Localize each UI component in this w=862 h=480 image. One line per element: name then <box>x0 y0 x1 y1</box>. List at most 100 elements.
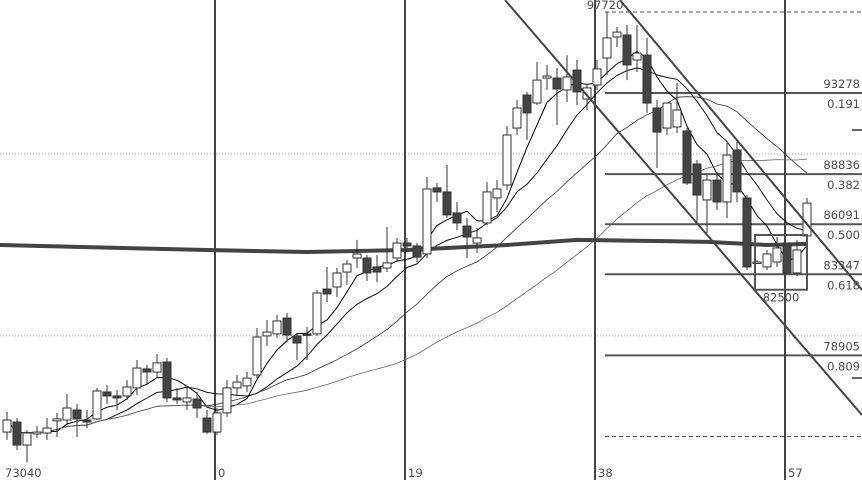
candle-down <box>552 68 562 125</box>
candle-body <box>292 335 302 344</box>
candle-up <box>232 374 242 396</box>
candle-body <box>572 69 582 93</box>
candle-body <box>582 87 592 100</box>
candle-body <box>442 191 452 216</box>
fib-ratio-label: 0.191 <box>827 97 860 111</box>
low-price-label: 73040 <box>5 466 42 480</box>
candle-body <box>132 367 142 389</box>
candle-body <box>702 179 712 201</box>
candle-body <box>182 397 192 403</box>
candle-body <box>432 187 442 193</box>
candle-up <box>562 55 572 102</box>
candle-body <box>92 390 102 420</box>
candle-down <box>192 391 202 419</box>
candle-down <box>282 312 292 342</box>
candle-down <box>442 164 452 219</box>
candle-up <box>92 387 102 421</box>
moving-averages <box>0 50 808 434</box>
candle-body <box>62 407 72 421</box>
candle-up <box>722 143 732 219</box>
candle-body <box>482 191 492 224</box>
candle-down <box>732 141 742 202</box>
candle-body <box>452 212 462 224</box>
candle-body <box>502 134 512 186</box>
candle-up <box>582 84 592 110</box>
candle-body <box>722 154 732 203</box>
candle-down <box>412 243 422 262</box>
candle-up <box>62 393 72 425</box>
candle-up <box>242 372 252 392</box>
candle-down <box>362 255 372 281</box>
range-box <box>754 233 808 291</box>
candle-up <box>222 380 232 417</box>
candle-up <box>422 176 432 258</box>
candle-down <box>452 201 462 231</box>
candle-down <box>292 332 302 360</box>
candle-down <box>112 389 122 410</box>
candle-body <box>122 386 132 397</box>
candle-down <box>622 24 632 81</box>
candle-body <box>392 242 402 259</box>
candle-body <box>462 225 472 238</box>
candle-up <box>592 59 602 90</box>
candle-down <box>12 418 22 450</box>
fib-price-label: 93278 <box>823 77 860 91</box>
candle-body <box>372 266 382 273</box>
candle-up <box>632 24 642 73</box>
candle-up <box>612 26 622 48</box>
candle-down <box>742 195 752 271</box>
high-price-label: 97720 <box>587 0 624 12</box>
candle-body <box>782 243 792 274</box>
candle-body <box>742 197 752 268</box>
candle-body <box>732 149 742 193</box>
candle-up <box>542 64 552 90</box>
candle-up <box>772 237 782 267</box>
fib-price-label: 86091 <box>823 208 860 222</box>
candle-down <box>202 409 212 434</box>
candle-body <box>192 398 202 409</box>
candle-body <box>42 427 52 434</box>
candle-up <box>312 289 322 336</box>
candle-body <box>512 107 522 129</box>
candle-body <box>612 31 622 38</box>
fibonacci-levels <box>605 11 862 437</box>
candle-body <box>332 272 342 288</box>
candle-down <box>712 172 722 210</box>
candle-body <box>712 179 722 203</box>
fib-ratio-label: 0.809 <box>827 359 860 373</box>
candle-body <box>52 418 62 422</box>
candle-up <box>802 197 812 237</box>
vertical-markers <box>214 0 786 480</box>
candle-up <box>762 249 772 271</box>
labels: 93278 0.191 88836 0.382 86091 0.500 83347 0.618… <box>5 0 860 480</box>
channel-trend-line <box>619 0 862 291</box>
candle-body <box>552 77 562 90</box>
candle-body <box>2 419 12 433</box>
candle-down <box>172 387 182 404</box>
candle-up <box>2 412 12 440</box>
candle-body <box>672 109 682 128</box>
candle-up <box>382 226 392 273</box>
candle-up <box>502 126 512 190</box>
candle-down <box>522 91 532 140</box>
candle-body <box>342 263 352 273</box>
candle-up <box>392 237 402 262</box>
candle-up <box>32 426 42 438</box>
candle-body <box>542 75 552 79</box>
candle-body <box>32 431 42 435</box>
candle-body <box>352 253 362 259</box>
candle-body <box>592 68 602 86</box>
candle-body <box>262 331 272 337</box>
candle-down <box>162 357 172 402</box>
candle-down <box>642 37 652 113</box>
candle-body <box>152 362 162 373</box>
candle-up <box>52 412 62 437</box>
candle-body <box>112 395 122 399</box>
fib-price-label: 83347 <box>823 258 860 272</box>
candle-body <box>312 292 322 335</box>
box-low-label: 82500 <box>763 291 800 305</box>
candle-body <box>282 317 292 336</box>
candle-body <box>522 94 532 114</box>
candle-body <box>102 391 112 397</box>
